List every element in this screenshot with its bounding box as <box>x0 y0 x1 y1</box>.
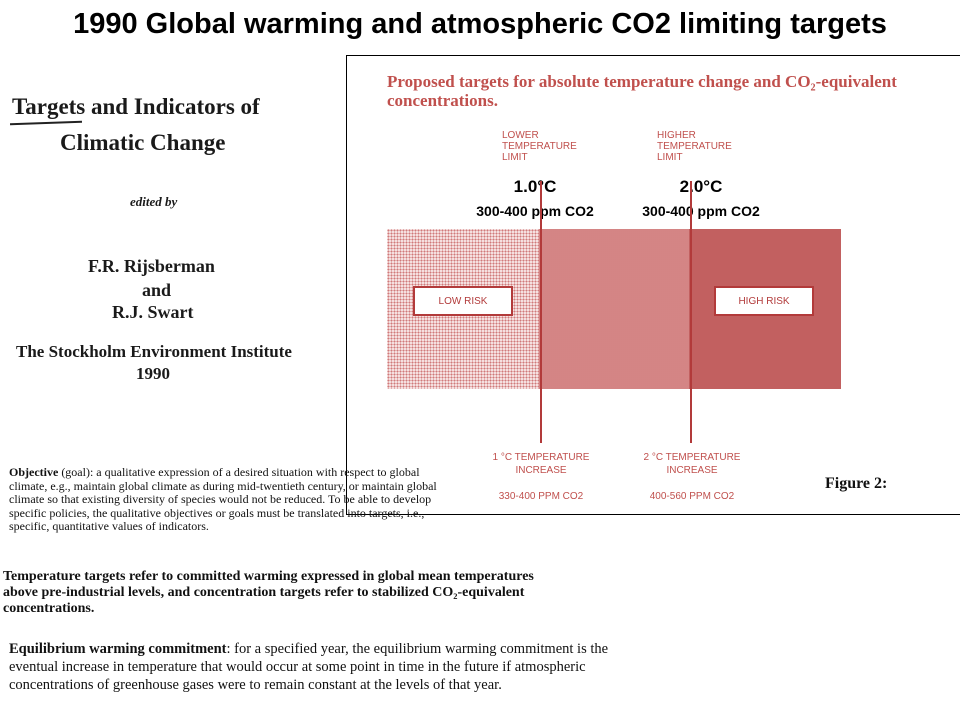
lower-limit-line <box>540 181 542 443</box>
editor-conjunction: and <box>142 280 172 300</box>
temperature-targets-definition: Temperature targets refer to committed w… <box>3 569 534 616</box>
higher-target-temp: 2.0°C <box>679 177 723 196</box>
low-risk-zone <box>387 229 539 389</box>
figure-panel: Proposed targets for absolute temperatur… <box>346 55 960 515</box>
higher-ppm-label: 400-560 PPM CO2 <box>649 491 735 502</box>
lower-limit-label: LOWER TEMPERATURE LIMIT <box>502 130 577 163</box>
lower-ppm-label: 330-400 PPM CO2 <box>498 491 584 502</box>
higher-limit-label: HIGHER TEMPERATURE LIMIT <box>657 130 732 163</box>
higher-target-overlay: 2.0°C 300-400 ppm CO2 <box>601 177 801 219</box>
equilibrium-definition: Equilibrium warming commitment: for a sp… <box>9 640 609 694</box>
book-title-line1: Targets and Indicators of <box>12 94 260 119</box>
editor-2: R.J. Swart <box>112 302 194 322</box>
edited-by-label: edited by <box>130 194 178 209</box>
intermediate-zone <box>539 229 689 389</box>
equilibrium-text: : for a specified year, the equilibrium … <box>9 641 609 693</box>
higher-limit-line <box>690 181 692 443</box>
higher-target-ppm: 300-400 ppm CO2 <box>642 203 760 219</box>
figure-caption: Proposed targets for absolute temperatur… <box>387 72 897 110</box>
slide-title: 1990 Global warming and atmospheric CO2 … <box>73 8 887 40</box>
lower-target-ppm: 300-400 ppm CO2 <box>476 203 594 219</box>
equilibrium-term: Equilibrium warming commitment <box>9 641 227 657</box>
publication-year: 1990 <box>136 364 170 383</box>
higher-increase-label: 2 °C TEMPERATURE INCREASE <box>643 452 741 476</box>
lower-target-overlay: 1.0°C 300-400 ppm CO2 <box>435 177 635 219</box>
objective-text: (goal): a qualitative expression of a de… <box>9 465 437 533</box>
figure-number: Figure 2: <box>825 475 888 492</box>
objective-definition: Objective (goal): a qualitative expressi… <box>9 465 449 534</box>
book-title-line2: Climatic Change <box>60 130 226 155</box>
editor-1: F.R. Rijsberman <box>88 256 215 276</box>
lower-increase-label: 1 °C TEMPERATURE INCREASE <box>492 452 590 476</box>
high-risk-box: HIGH RISK <box>714 286 814 316</box>
handwritten-underline <box>9 120 83 126</box>
lower-target-temp: 1.0°C <box>513 177 557 196</box>
low-risk-box: LOW RISK <box>413 286 513 316</box>
publisher-institute: The Stockholm Environment Institute <box>16 342 292 361</box>
objective-term: Objective <box>9 465 59 479</box>
